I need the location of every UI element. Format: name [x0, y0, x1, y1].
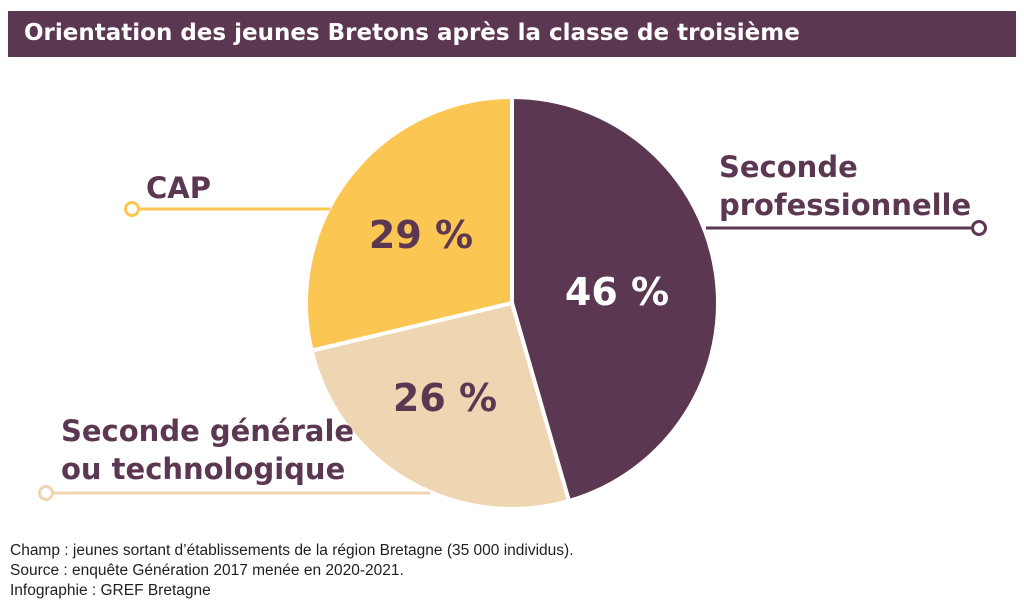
pie-slice-generale: [309, 301, 571, 511]
pie-chart: 46 % 26 % 29 % Seconde professionnelle S…: [38, 95, 987, 511]
category-labels: Seconde professionnelle Seconde générale…: [61, 150, 971, 486]
pie-slice-cap: [304, 95, 514, 353]
value-label-cap: 29 %: [369, 213, 473, 257]
category-label-generale: Seconde générale ou technologique: [61, 414, 364, 486]
leader-dot-professionnelle: [971, 220, 987, 236]
leader-dot-cap: [124, 201, 140, 217]
value-label-professionnelle: 46 %: [565, 270, 669, 314]
footer-infographie: Infographie : GREF Bretagne: [10, 582, 211, 599]
pie-slices: [304, 95, 720, 511]
leader-dot-generale: [38, 485, 54, 501]
chart-title: Orientation des jeunes Bretons après la …: [24, 20, 800, 46]
category-label-cap: CAP: [146, 171, 211, 205]
footer-source: Source : enquête Génération 2017 menée e…: [10, 562, 404, 579]
title-bar: Orientation des jeunes Bretons après la …: [8, 11, 1016, 57]
category-label-professionnelle: Seconde professionnelle: [719, 150, 971, 222]
footer-notes: Champ : jeunes sortant d’établissements …: [10, 541, 574, 601]
value-label-generale: 26 %: [393, 376, 497, 420]
value-labels: 46 % 26 % 29 %: [369, 213, 669, 420]
pie-slice-professionnelle: [510, 95, 720, 503]
leader-lines: [38, 201, 987, 501]
footer-champ: Champ : jeunes sortant d’établissements …: [10, 542, 574, 559]
